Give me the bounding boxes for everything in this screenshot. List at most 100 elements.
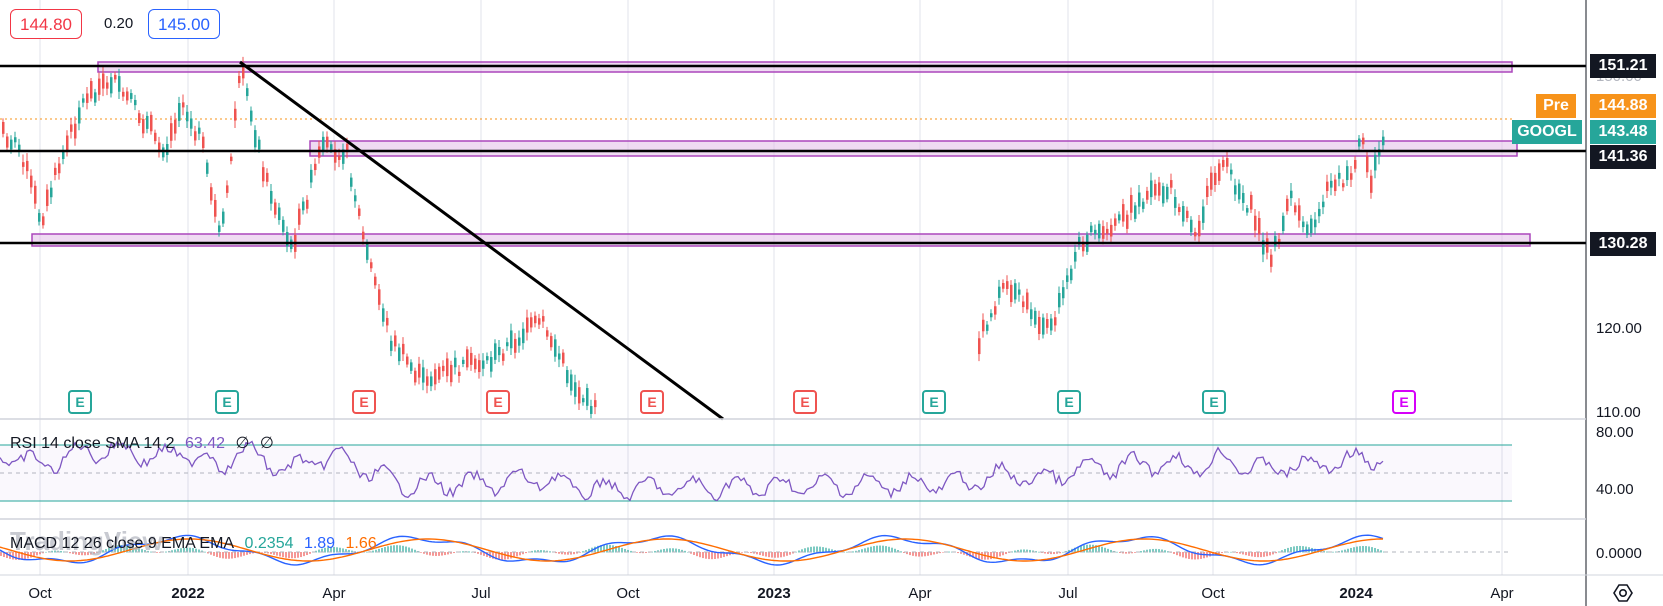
earnings-marker-icon[interactable]: E	[68, 390, 92, 414]
macd-histogram-bar	[846, 551, 848, 553]
macd-histogram-bar	[1260, 552, 1262, 558]
macd-histogram-bar	[1059, 552, 1061, 554]
time-axis-label: 2023	[757, 585, 791, 602]
earnings-marker-icon[interactable]: E	[486, 390, 510, 414]
macd-histogram-bar	[87, 552, 89, 556]
candle-body	[314, 163, 317, 171]
macd-histogram-bar	[1017, 549, 1019, 553]
price-axis-label: 110.00	[1596, 404, 1641, 421]
macd-histogram-bar	[573, 552, 575, 555]
macd-histogram-bar	[294, 552, 296, 559]
macd-histogram-bar	[741, 552, 743, 553]
macd-histogram-bar	[993, 552, 995, 559]
macd-histogram-bar	[411, 548, 413, 553]
macd-histogram-bar	[774, 552, 776, 558]
candle-body	[430, 376, 433, 387]
macd-histogram-bar	[768, 552, 770, 558]
macd-histogram-bar	[39, 552, 41, 555]
candle-body	[170, 123, 173, 141]
candle-body	[258, 139, 261, 150]
macd-histogram-bar	[534, 550, 536, 553]
macd-line	[0, 534, 1384, 566]
candle-body	[206, 162, 209, 174]
candle-body	[1018, 289, 1021, 295]
earnings-marker-icon[interactable]: E	[1202, 390, 1226, 414]
macd-legend[interactable]: MACD 12 26 close 9 EMA EMA 0.2354 1.89 1…	[10, 535, 383, 553]
trendline[interactable]	[239, 60, 724, 421]
rsi-legend[interactable]: RSI 14 close SMA 14 2 63.42 ∅ ∅	[10, 433, 280, 453]
candle-body	[1282, 215, 1285, 232]
candle-body	[54, 167, 57, 176]
earnings-marker-icon[interactable]: E	[922, 390, 946, 414]
macd-histogram-bar	[1212, 552, 1214, 556]
candle-body	[566, 370, 569, 384]
candle-body	[1230, 169, 1233, 175]
candle-body	[86, 93, 89, 103]
earnings-marker-icon[interactable]: E	[793, 390, 817, 414]
macd-histogram-bar	[156, 552, 158, 553]
macd-histogram-bar	[924, 552, 926, 557]
rsi-title: RSI 14 close SMA 14 2	[10, 435, 175, 452]
macd-histogram-bar	[975, 552, 977, 559]
time-axis-label: Jul	[1058, 585, 1078, 602]
macd-histogram-bar	[666, 548, 668, 553]
settings-icon[interactable]	[1612, 582, 1634, 604]
macd-hist-value: 0.2354	[244, 535, 294, 552]
macd-signal-line	[0, 538, 1383, 562]
earnings-marker-icon[interactable]: E	[352, 390, 376, 414]
candle-body	[1322, 201, 1325, 208]
candle-body	[1170, 180, 1173, 188]
macd-histogram-bar	[714, 552, 716, 559]
earnings-marker-icon[interactable]: E	[1392, 390, 1416, 414]
candle-body	[406, 356, 409, 365]
support-resistance-zones[interactable]	[31, 61, 1531, 247]
earnings-marker-icon[interactable]: E	[1057, 390, 1081, 414]
candle-body	[1234, 185, 1237, 195]
macd-histogram-bar	[339, 547, 341, 553]
macd-histogram-bar	[390, 545, 392, 553]
candle-body	[102, 73, 105, 89]
horizontal-levels[interactable]	[0, 64, 1586, 245]
macd-histogram-bar	[1374, 547, 1376, 553]
ask-price-box[interactable]: 145.00	[148, 9, 220, 39]
bid-price-box[interactable]: 144.80	[10, 9, 82, 39]
macd-histogram-bar	[1359, 546, 1361, 553]
macd-histogram-bar	[282, 552, 284, 558]
candle-body	[414, 370, 417, 383]
macd-histogram-bar	[1278, 551, 1280, 553]
macd-histogram-bar	[1371, 547, 1373, 553]
macd-histogram-bar	[990, 552, 992, 560]
macd-histogram-bar	[771, 552, 773, 558]
macd-histogram-bar	[1143, 550, 1145, 553]
macd-histogram-bar	[1020, 549, 1022, 553]
candle-body	[302, 201, 305, 211]
macd-histogram-bar	[408, 547, 410, 553]
candle-body	[1314, 219, 1317, 228]
candle-body	[402, 343, 405, 355]
macd-histogram-bar	[243, 552, 245, 556]
macd-histogram-bar	[45, 551, 47, 553]
macd-histogram-bar	[699, 552, 701, 558]
macd-histogram-bar	[882, 545, 884, 553]
candle-body	[466, 349, 469, 368]
macd-histogram-bar	[843, 551, 845, 553]
candle-body	[298, 208, 301, 225]
macd-histogram-bar	[1023, 549, 1025, 553]
macd-histogram-bar	[879, 545, 881, 553]
macd-histogram-bar	[888, 546, 890, 553]
macd-histogram-bar	[1284, 548, 1286, 553]
earnings-marker-icon[interactable]: E	[640, 390, 664, 414]
macd-histogram-bar	[36, 552, 38, 556]
macd-histogram-bar	[948, 551, 950, 553]
candle-body	[1054, 317, 1057, 326]
candle-body	[202, 136, 205, 149]
macd-histogram-bar	[1242, 552, 1244, 555]
candle-body	[1146, 190, 1149, 200]
macd-histogram-bar	[858, 550, 860, 553]
earnings-marker-icon[interactable]: E	[215, 390, 239, 414]
candle-body	[1030, 309, 1033, 320]
candle-body	[178, 103, 181, 121]
candle-body	[542, 316, 545, 322]
candle-body	[222, 211, 225, 224]
